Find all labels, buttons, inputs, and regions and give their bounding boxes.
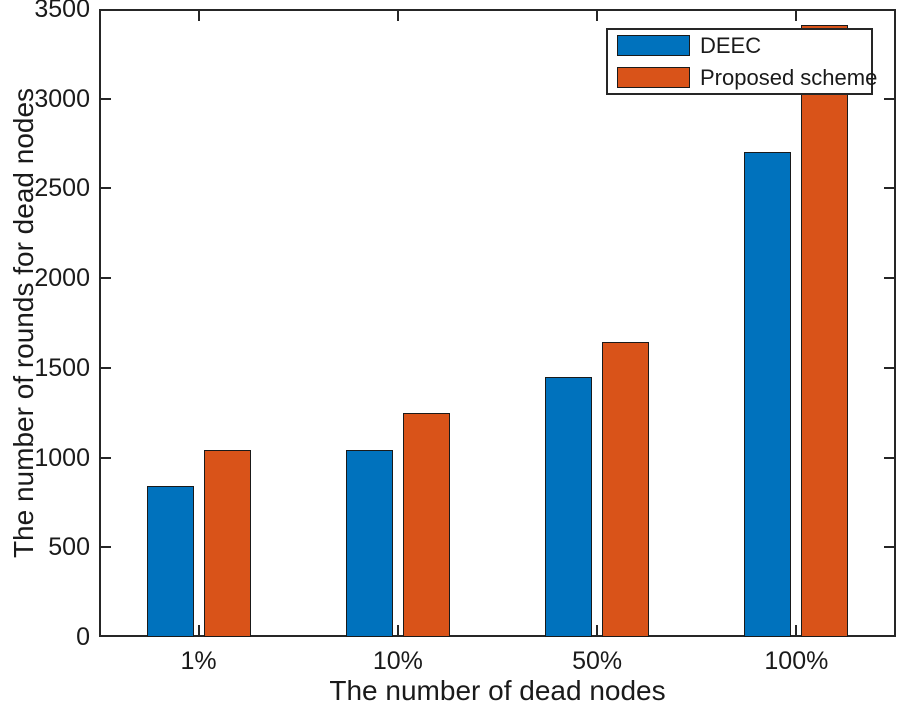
y-axis-title: The number of rounds for dead nodes: [8, 87, 39, 559]
legend-swatch-proposed-scheme: [617, 67, 690, 88]
bar-proposed-scheme-10: [402, 412, 450, 637]
x-tick-label: 50%: [572, 647, 623, 675]
legend-label-deec: DEEC: [700, 32, 762, 58]
y-tick-right: [884, 187, 894, 190]
x-tick-label: 1%: [180, 647, 217, 675]
x-tick-bottom: [596, 625, 599, 635]
x-axis-title: The number of dead nodes: [329, 675, 666, 706]
y-tick-label: 1500: [34, 353, 90, 382]
bar-deec-1: [146, 486, 194, 637]
y-tick-right: [884, 456, 894, 459]
x-tick-top: [396, 11, 399, 21]
bar-proposed-scheme-50: [602, 341, 650, 637]
x-tick-top: [795, 11, 798, 21]
x-tick-label: 10%: [372, 647, 423, 675]
y-tick-label: 500: [48, 533, 90, 562]
y-tick-label: 3500: [34, 0, 90, 23]
bar-deec-10: [345, 450, 393, 637]
legend-item-deec: DEEC: [617, 32, 871, 58]
y-tick-label: 2000: [34, 264, 90, 293]
legend-swatch-deec: [617, 35, 690, 56]
legend-item-proposed-scheme: Proposed scheme: [617, 65, 877, 90]
y-tick-left: [101, 546, 111, 549]
y-tick-label: 3000: [34, 84, 90, 113]
x-tick-bottom: [795, 625, 798, 635]
bar-deec-50: [545, 376, 593, 637]
legend: DEEC Proposed scheme: [606, 28, 877, 95]
y-tick-right: [884, 97, 894, 100]
legend-label-proposed-scheme: Proposed scheme: [700, 64, 878, 90]
y-tick-left: [101, 456, 111, 459]
y-tick-label: 1000: [34, 443, 90, 472]
y-tick-label: 2500: [34, 174, 90, 203]
y-tick-left: [101, 277, 111, 280]
bar-proposed-scheme-1: [203, 450, 251, 637]
bar-proposed-scheme-100: [801, 25, 849, 637]
y-tick-right: [884, 277, 894, 280]
y-tick-label: 0: [76, 623, 90, 651]
x-tick-label: 100%: [764, 647, 829, 675]
x-tick-top: [596, 11, 599, 21]
y-tick-left: [101, 187, 111, 190]
y-tick-left: [101, 97, 111, 100]
x-tick-bottom: [396, 625, 399, 635]
bar-deec-100: [744, 151, 792, 637]
y-tick-left: [101, 366, 111, 369]
x-tick-bottom: [197, 625, 200, 635]
y-tick-right: [884, 366, 894, 369]
y-tick-right: [884, 546, 894, 549]
x-tick-top: [197, 11, 200, 21]
